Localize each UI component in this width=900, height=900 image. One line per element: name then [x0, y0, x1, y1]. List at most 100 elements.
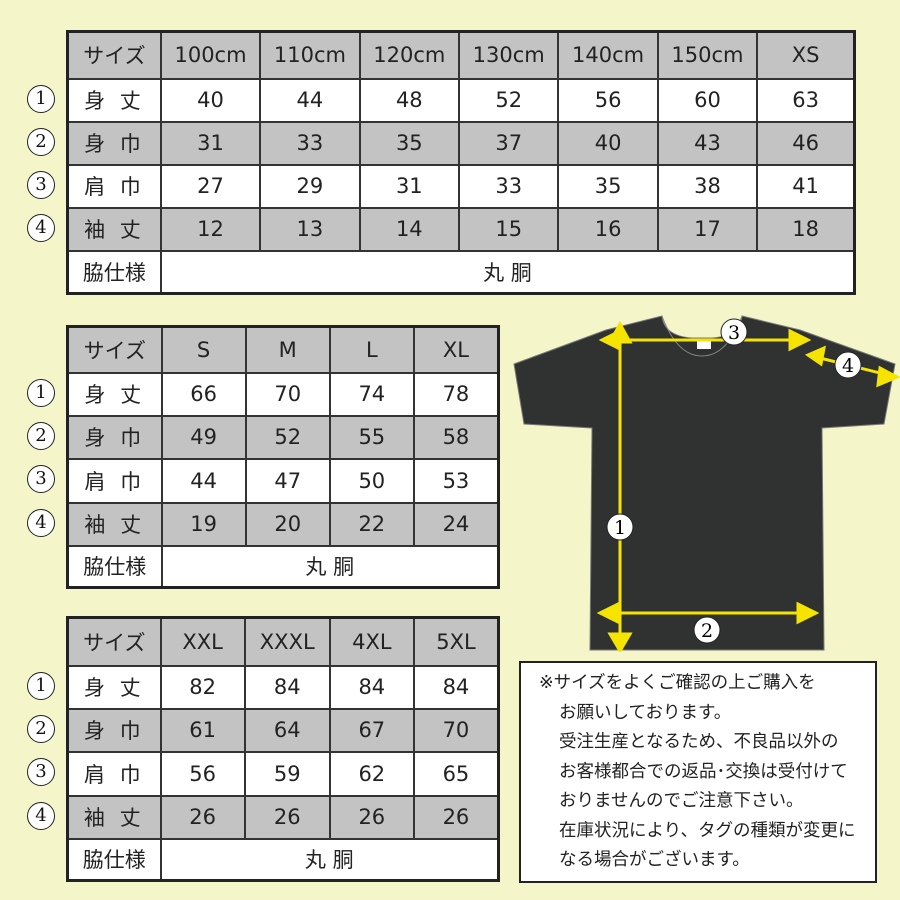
header-row: サイズ S M L XL	[66, 325, 500, 374]
measurement-row: 身 巾 49 52 55 58	[66, 414, 500, 460]
value-cell: 17	[656, 206, 759, 252]
arrowhead	[796, 601, 820, 625]
marker-circle-2	[693, 616, 721, 644]
row-marker-4: 4	[27, 508, 55, 537]
size-header: XXL	[159, 616, 246, 667]
value-cell: 56	[159, 750, 246, 797]
row-marker-4: 4	[27, 213, 55, 242]
value-cell: 40	[159, 77, 262, 123]
value-cell: 65	[412, 750, 500, 797]
note-line: お客様都合での返品･交換は受付けて	[559, 761, 848, 782]
note-line: お願いしております。	[559, 702, 732, 723]
size-header: 130cm	[457, 30, 560, 80]
side-spec-value: 丸 胴	[159, 249, 856, 295]
size-header: 4XL	[328, 616, 415, 667]
value-cell: 48	[358, 77, 461, 123]
measurement-row: 肩 巾 56 59 62 65	[66, 750, 500, 797]
measurement-row: 身 巾 31 33 35 37 40 43 46	[66, 120, 856, 166]
size-header: S	[160, 325, 247, 374]
row-label: 身 丈	[66, 77, 162, 123]
row-label: 肩 巾	[66, 457, 163, 504]
note-line: おりませんのでご注意下さい。	[559, 791, 804, 811]
size-header: 120cm	[358, 30, 461, 80]
value-cell: 35	[358, 120, 461, 166]
value-cell: 50	[328, 457, 415, 504]
measurement-row: 身 丈 40 44 48 52 56 60 63	[66, 77, 856, 123]
row-label: 身 丈	[66, 371, 163, 417]
tshirt-diagram: 1 2 3 4	[513, 315, 900, 652]
marker-circle-3	[720, 318, 748, 346]
side-spec-row: 脇仕様丸 胴	[66, 544, 500, 589]
value-cell: 18	[756, 206, 856, 252]
row-marker-2: 2	[27, 127, 55, 156]
side-spec-value: 丸 胴	[159, 837, 500, 882]
measurement-row: 身 巾 61 64 67 70	[66, 707, 500, 753]
value-cell: 60	[656, 77, 759, 123]
arrowhead	[804, 345, 826, 367]
row-label: 身 丈	[66, 664, 162, 710]
value-cell: 66	[160, 371, 247, 417]
row-marker-3: 3	[27, 758, 55, 786]
measurement-row: 袖 丈 19 20 22 24	[66, 501, 500, 547]
row-label: 袖 丈	[66, 206, 162, 252]
value-cell: 84	[328, 664, 415, 710]
value-cell: 61	[159, 707, 246, 753]
row-label: 肩 巾	[66, 750, 162, 797]
value-cell: 53	[412, 457, 500, 504]
value-cell: 62	[328, 750, 415, 797]
arrowhead	[596, 601, 620, 625]
value-cell: 82	[159, 664, 246, 710]
tag	[697, 340, 711, 349]
value-cell: 26	[243, 794, 331, 840]
value-cell: 33	[259, 120, 361, 166]
value-cell: 52	[244, 414, 331, 460]
size-header: 140cm	[557, 30, 659, 80]
value-cell: 37	[457, 120, 560, 166]
marker-1: 1	[614, 517, 626, 539]
header-row: サイズ XXL XXXL 4XL 5XL	[66, 616, 500, 667]
row-label: 袖 丈	[66, 501, 163, 547]
marker-circle-4	[834, 351, 862, 379]
value-cell: 31	[159, 120, 262, 166]
size-header: 5XL	[412, 616, 500, 667]
row-marker-1: 1	[27, 378, 55, 407]
size-table-3: サイズ XXL XXXL 4XL 5XL 身 丈 82 84 84 84 身 巾 61 64 67 70 肩 …	[66, 616, 500, 882]
value-cell: 16	[557, 206, 659, 252]
value-cell: 43	[656, 120, 759, 166]
value-cell: 26	[328, 794, 415, 840]
value-cell: 26	[159, 794, 246, 840]
value-cell: 14	[358, 206, 461, 252]
value-cell: 44	[259, 77, 361, 123]
row-label: 肩 巾	[66, 163, 162, 209]
value-cell: 64	[243, 707, 331, 753]
measurement-row: 肩 巾 27 29 31 33 35 38 41	[66, 163, 856, 209]
value-cell: 15	[457, 206, 560, 252]
value-cell: 13	[259, 206, 361, 252]
row-marker-2: 2	[27, 714, 55, 743]
size-header: M	[244, 325, 331, 374]
measurement-row: 肩 巾 44 47 50 53	[66, 457, 500, 504]
row-marker-3: 3	[27, 170, 55, 199]
value-cell: 33	[457, 163, 560, 209]
value-cell: 35	[557, 163, 659, 209]
marker-2: 2	[701, 620, 713, 642]
size-header: 150cm	[656, 30, 759, 80]
value-cell: 74	[328, 371, 415, 417]
row-label: 身 巾	[66, 414, 163, 460]
row-marker-1: 1	[27, 84, 55, 113]
arrowhead	[607, 632, 633, 652]
side-spec-label: 脇仕様	[66, 544, 163, 589]
size-label-header: サイズ	[66, 30, 162, 80]
value-cell: 20	[244, 501, 331, 547]
value-cell: 52	[457, 77, 560, 123]
size-header: XS	[756, 30, 856, 80]
size-table-2: サイズ S M L XL 身 丈 66 70 74 78 身 巾 49 52 55 58 肩 巾 44 47 50 5…	[66, 325, 500, 589]
side-spec-value: 丸 胴	[160, 544, 500, 589]
row-marker-4: 4	[27, 801, 55, 830]
note-line: 受注生産となるため、不良品以外の	[559, 732, 839, 752]
size-header: 110cm	[259, 30, 361, 80]
value-cell: 41	[756, 163, 856, 209]
side-spec-row: 脇仕様丸 胴	[66, 249, 856, 295]
value-cell: 44	[160, 457, 247, 504]
marker-circle-1	[606, 513, 634, 541]
